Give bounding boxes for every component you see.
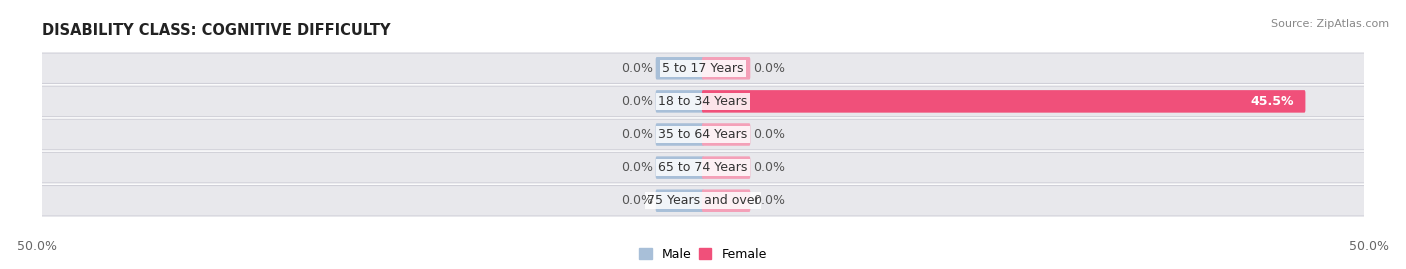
Text: DISABILITY CLASS: COGNITIVE DIFFICULTY: DISABILITY CLASS: COGNITIVE DIFFICULTY [42, 23, 391, 38]
Text: 35 to 64 Years: 35 to 64 Years [658, 128, 748, 141]
Text: 0.0%: 0.0% [621, 194, 652, 207]
Text: 50.0%: 50.0% [1350, 240, 1389, 253]
Text: 0.0%: 0.0% [621, 128, 652, 141]
FancyBboxPatch shape [41, 119, 1365, 150]
FancyBboxPatch shape [655, 90, 704, 113]
Text: 45.5%: 45.5% [1250, 95, 1294, 108]
Text: 0.0%: 0.0% [621, 95, 652, 108]
FancyBboxPatch shape [41, 152, 1365, 183]
Text: Source: ZipAtlas.com: Source: ZipAtlas.com [1271, 19, 1389, 29]
Text: 0.0%: 0.0% [621, 161, 652, 174]
FancyBboxPatch shape [655, 156, 704, 179]
FancyBboxPatch shape [41, 53, 1365, 83]
FancyBboxPatch shape [702, 90, 1305, 113]
Text: 0.0%: 0.0% [754, 128, 785, 141]
Text: 0.0%: 0.0% [754, 194, 785, 207]
Text: 75 Years and over: 75 Years and over [647, 194, 759, 207]
Text: 0.0%: 0.0% [621, 62, 652, 75]
Text: 65 to 74 Years: 65 to 74 Years [658, 161, 748, 174]
FancyBboxPatch shape [655, 57, 704, 80]
FancyBboxPatch shape [41, 186, 1365, 216]
FancyBboxPatch shape [702, 57, 751, 80]
Text: 0.0%: 0.0% [754, 62, 785, 75]
Text: 18 to 34 Years: 18 to 34 Years [658, 95, 748, 108]
Legend: Male, Female: Male, Female [634, 243, 772, 266]
FancyBboxPatch shape [655, 123, 704, 146]
Text: 5 to 17 Years: 5 to 17 Years [662, 62, 744, 75]
FancyBboxPatch shape [702, 156, 751, 179]
FancyBboxPatch shape [655, 189, 704, 212]
Text: 50.0%: 50.0% [17, 240, 56, 253]
Text: 0.0%: 0.0% [754, 161, 785, 174]
FancyBboxPatch shape [702, 123, 751, 146]
FancyBboxPatch shape [702, 189, 751, 212]
FancyBboxPatch shape [41, 86, 1365, 117]
